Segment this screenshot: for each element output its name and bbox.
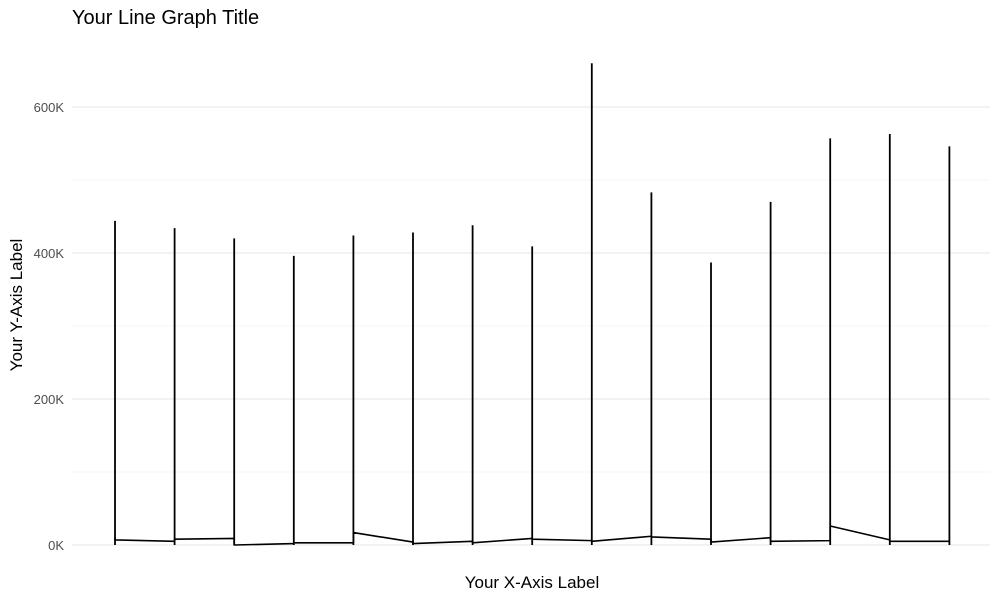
y-axis-label: Your Y-Axis Label bbox=[7, 239, 26, 372]
grid bbox=[72, 106, 990, 546]
y-tick-label: 400K bbox=[34, 246, 65, 261]
y-tick-label: 200K bbox=[34, 392, 65, 407]
series bbox=[114, 63, 951, 546]
y-tick-label: 600K bbox=[34, 100, 65, 115]
chart-title: Your Line Graph Title bbox=[72, 7, 259, 29]
y-axis-ticks: 0K 200K 400K 600K bbox=[34, 100, 65, 553]
x-axis-label: Your X-Axis Label bbox=[465, 573, 600, 592]
y-tick-label: 0K bbox=[48, 538, 64, 553]
